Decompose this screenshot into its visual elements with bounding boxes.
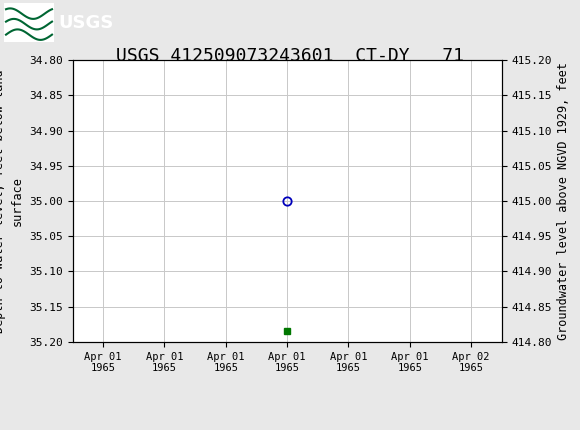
Y-axis label: Depth to water level, feet below land
surface: Depth to water level, feet below land su… bbox=[0, 69, 23, 333]
Text: USGS: USGS bbox=[58, 14, 113, 32]
Bar bbox=[4, 3, 54, 42]
Text: USGS 412509073243601  CT-DY   71: USGS 412509073243601 CT-DY 71 bbox=[116, 47, 464, 65]
Y-axis label: Groundwater level above NGVD 1929, feet: Groundwater level above NGVD 1929, feet bbox=[557, 62, 571, 340]
